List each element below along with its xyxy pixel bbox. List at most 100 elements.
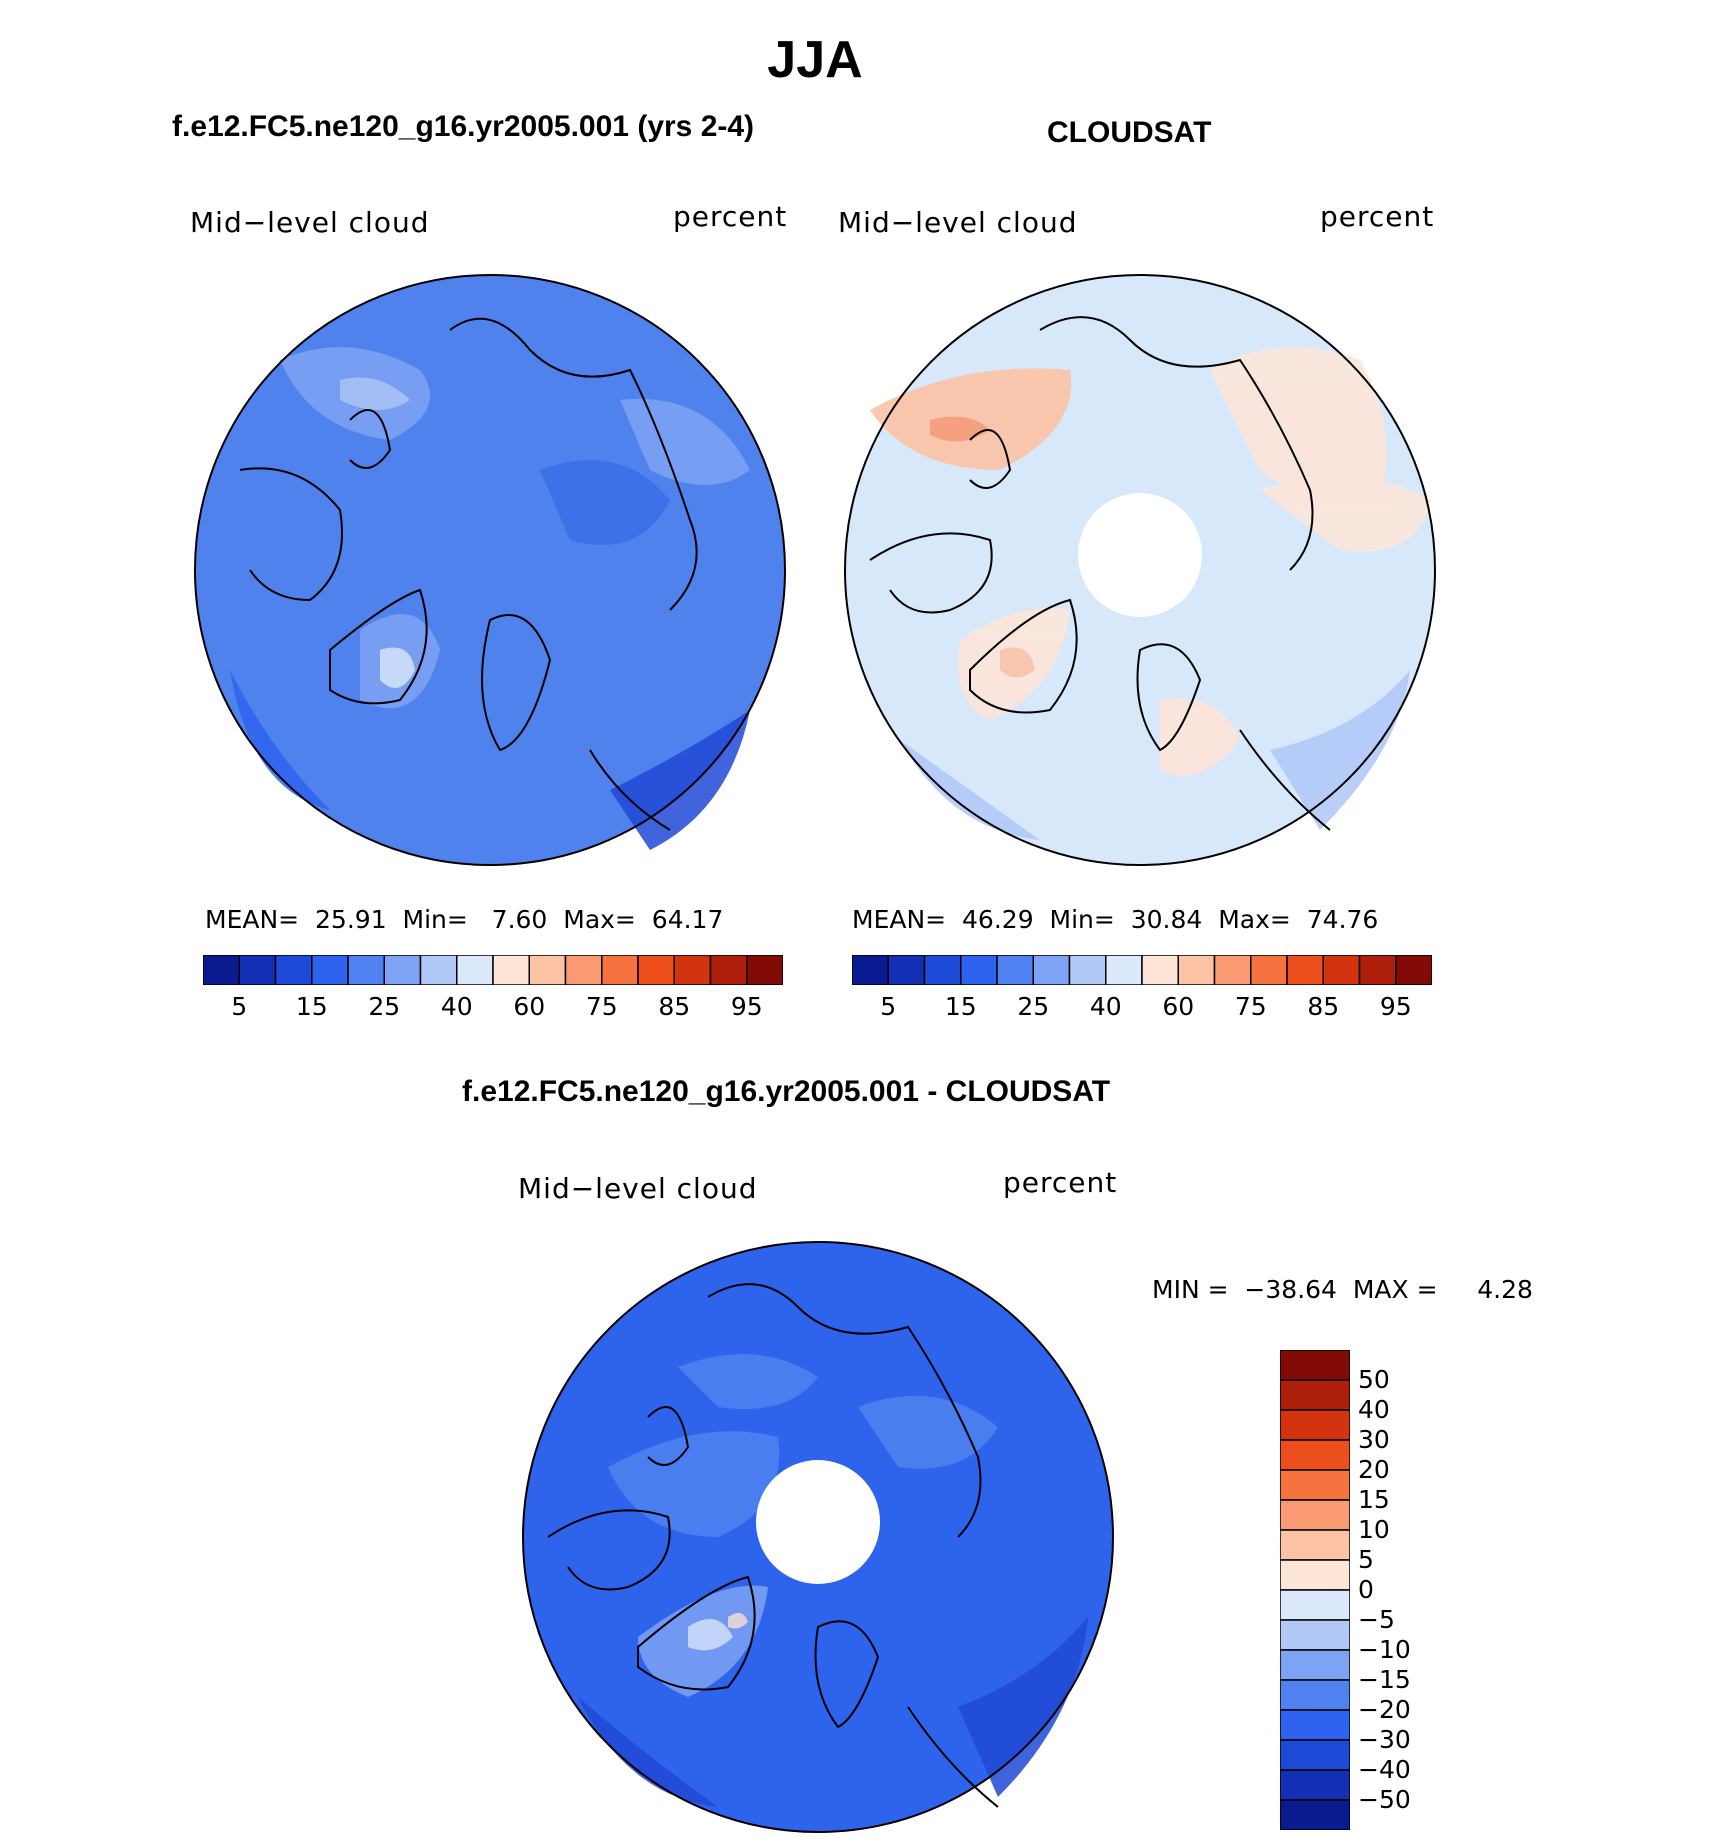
- panel-1-units-label: percent: [673, 200, 788, 233]
- panel-1-colorbar-swatch: [456, 955, 494, 985]
- panel-2-colorbar-tick-label: 15: [944, 992, 977, 1021]
- diff-panel-title: f.e12.FC5.ne120_g16.yr2005.001 - CLOUDSA…: [462, 1075, 1111, 1108]
- panel-2-colorbar-tick-label: 60: [1162, 992, 1195, 1021]
- panel-2-units-label: percent: [1320, 200, 1435, 233]
- panel-2-colorbar-tick-label: 25: [1017, 992, 1050, 1021]
- panel-2-title: CLOUDSAT: [1047, 116, 1212, 149]
- diff-panel-colorbar-swatch: [1280, 1499, 1350, 1531]
- panel-1-min-value: 7.60: [491, 905, 548, 934]
- panel-1-colorbar-tick-label: 95: [730, 992, 763, 1021]
- panel-1-colorbar-tick-label: 25: [368, 992, 401, 1021]
- panel-1-colorbar-swatch: [238, 955, 277, 985]
- panel-1-colorbar-tick-label: 60: [513, 992, 546, 1021]
- panel-2-map-border: [844, 274, 1436, 866]
- panel-2-colorbar-swatch: [1105, 955, 1143, 985]
- panel-2-colorbar-swatch: [923, 955, 962, 985]
- panel-2-colorbar-tick-label: 75: [1234, 992, 1267, 1021]
- panel-1-colorbar-swatch: [347, 955, 385, 985]
- panel-2-colorbar-swatch: [960, 955, 998, 985]
- panel-1-title: f.e12.FC5.ne120_g16.yr2005.001 (yrs 2-4): [172, 110, 755, 143]
- diff-panel-colorbar-swatch: [1280, 1379, 1350, 1411]
- panel-2-colorbar-ticks: 5 15 25 40 60 75 85 95: [852, 990, 1432, 1021]
- diff-panel-colorbar-swatch: [1280, 1709, 1350, 1741]
- diff-panel-colorbar-tick-label: 20: [1358, 1455, 1390, 1484]
- panel-2-contour-shading: [870, 347, 1430, 840]
- panel-2-colorbar-tick-label: 85: [1307, 992, 1340, 1021]
- diff-panel-colorbar-swatch: [1280, 1679, 1350, 1711]
- panel-2-variable-label: Mid−level cloud: [838, 206, 1078, 239]
- panel-1-mean-label: MEAN=: [205, 905, 300, 934]
- diff-panel-coastlines: [547, 1283, 999, 1808]
- panel-1-colorbar-swatch: [203, 955, 240, 985]
- panel-2-colorbar-swatch: [1068, 955, 1107, 985]
- panel-2-colorbar: [852, 955, 1432, 985]
- diff-panel-colorbar-tick-label: 5: [1358, 1545, 1374, 1574]
- panel-1-colorbar-swatch: [311, 955, 349, 985]
- panel-1-colorbar-swatch: [274, 955, 313, 985]
- panel-1-colorbar-swatch: [564, 955, 603, 985]
- diff-panel-colorbar-swatch: [1280, 1649, 1350, 1681]
- panel-2-colorbar-swatch: [1286, 955, 1324, 985]
- diff-panel-colorbar-tick-label: 40: [1358, 1395, 1390, 1424]
- diff-panel-polar-map: [522, 1241, 1114, 1833]
- diff-panel-stats: MIN = −38.64 MAX = 4.28: [1152, 1275, 1533, 1304]
- panel-1-colorbar: [203, 955, 783, 985]
- panel-1-polar-map: [194, 274, 786, 866]
- diff-panel-colorbar-swatch: [1280, 1589, 1350, 1621]
- panel-1-variable-label: Mid−level cloud: [190, 206, 430, 239]
- panel-2-colorbar-swatch: [852, 955, 889, 985]
- panel-1-colorbar-swatch: [383, 955, 422, 985]
- panel-1-max-label: Max=: [563, 905, 636, 934]
- diff-panel-colorbar-tick-label: 15: [1358, 1485, 1390, 1514]
- panel-2-min-label: Min=: [1049, 905, 1115, 934]
- panel-1-colorbar-tick-label: 40: [440, 992, 473, 1021]
- panel-1-colorbar-ticks: 5 15 25 40 60 75 85 95: [203, 990, 783, 1021]
- panel-2-colorbar-tick-label: 95: [1379, 992, 1412, 1021]
- panel-2-colorbar-swatch: [1358, 955, 1397, 985]
- panel-2-max-label: Max=: [1218, 905, 1291, 934]
- diff-panel-colorbar-tick-label: −50: [1358, 1785, 1411, 1814]
- diff-panel-colorbar: [1280, 1350, 1350, 1830]
- panel-2-polar-data-gap: [1078, 493, 1202, 617]
- panel-1-mean-value: 25.91: [315, 905, 387, 934]
- panel-1-colorbar-swatch: [746, 955, 783, 985]
- panel-2-mean-label: MEAN=: [852, 905, 947, 934]
- panel-2-stats: MEAN= 46.29 Min= 30.84 Max= 74.76: [852, 905, 1378, 934]
- panel-2-colorbar-swatch: [887, 955, 926, 985]
- diff-panel-colorbar-swatch: [1280, 1439, 1350, 1471]
- panel-2-coastlines: [869, 316, 1331, 831]
- diff-panel-colorbar-tick-label: −5: [1358, 1605, 1395, 1634]
- panel-1-colorbar-swatch: [673, 955, 712, 985]
- panel-2-colorbar-swatch: [1177, 955, 1216, 985]
- panel-2-colorbar-tick-label: 40: [1089, 992, 1122, 1021]
- panel-1-colorbar-tick-label: 5: [231, 992, 248, 1021]
- panel-1-colorbar-swatch: [492, 955, 530, 985]
- panel-1-colorbar-tick-label: 15: [295, 992, 328, 1021]
- panel-2-colorbar-swatch: [996, 955, 1034, 985]
- diff-panel-colorbar-swatch: [1280, 1350, 1350, 1381]
- panel-2-colorbar-swatch: [1250, 955, 1288, 985]
- panel-2-min-value: 30.84: [1130, 905, 1203, 934]
- panel-1-colorbar-swatch: [709, 955, 748, 985]
- panel-1-colorbar-swatch: [419, 955, 458, 985]
- panel-2-colorbar-swatch: [1213, 955, 1252, 985]
- panel-2-max-value: 74.76: [1306, 905, 1379, 934]
- panel-1-stats: MEAN= 25.91 Min= 7.60 Max= 64.17: [205, 905, 723, 934]
- diff-panel-colorbar-swatch: [1280, 1409, 1350, 1441]
- diff-panel-variable-label: Mid−level cloud: [518, 1172, 758, 1205]
- diff-panel-colorbar-tick-label: −40: [1358, 1755, 1411, 1784]
- diff-panel-colorbar-tick-label: −10: [1358, 1635, 1411, 1664]
- panel-2-colorbar-swatch: [1141, 955, 1179, 985]
- diff-panel-colorbar-tick-label: 30: [1358, 1425, 1390, 1454]
- diff-panel-colorbar-tick-label: −15: [1358, 1665, 1411, 1694]
- panel-1-map-border: [194, 274, 786, 866]
- panel-2-colorbar-swatch: [1395, 955, 1432, 985]
- diff-panel-colorbar-tick-label: −20: [1358, 1695, 1411, 1724]
- panel-1-colorbar-swatch: [637, 955, 675, 985]
- panel-2-polar-map: [844, 274, 1436, 866]
- panel-1-colorbar-swatch: [601, 955, 639, 985]
- panel-2-colorbar-swatch: [1322, 955, 1361, 985]
- diff-panel-colorbar-tick-label: 10: [1358, 1515, 1390, 1544]
- panel-1-min-label: Min=: [402, 905, 468, 934]
- diff-panel-colorbar-swatch: [1280, 1529, 1350, 1561]
